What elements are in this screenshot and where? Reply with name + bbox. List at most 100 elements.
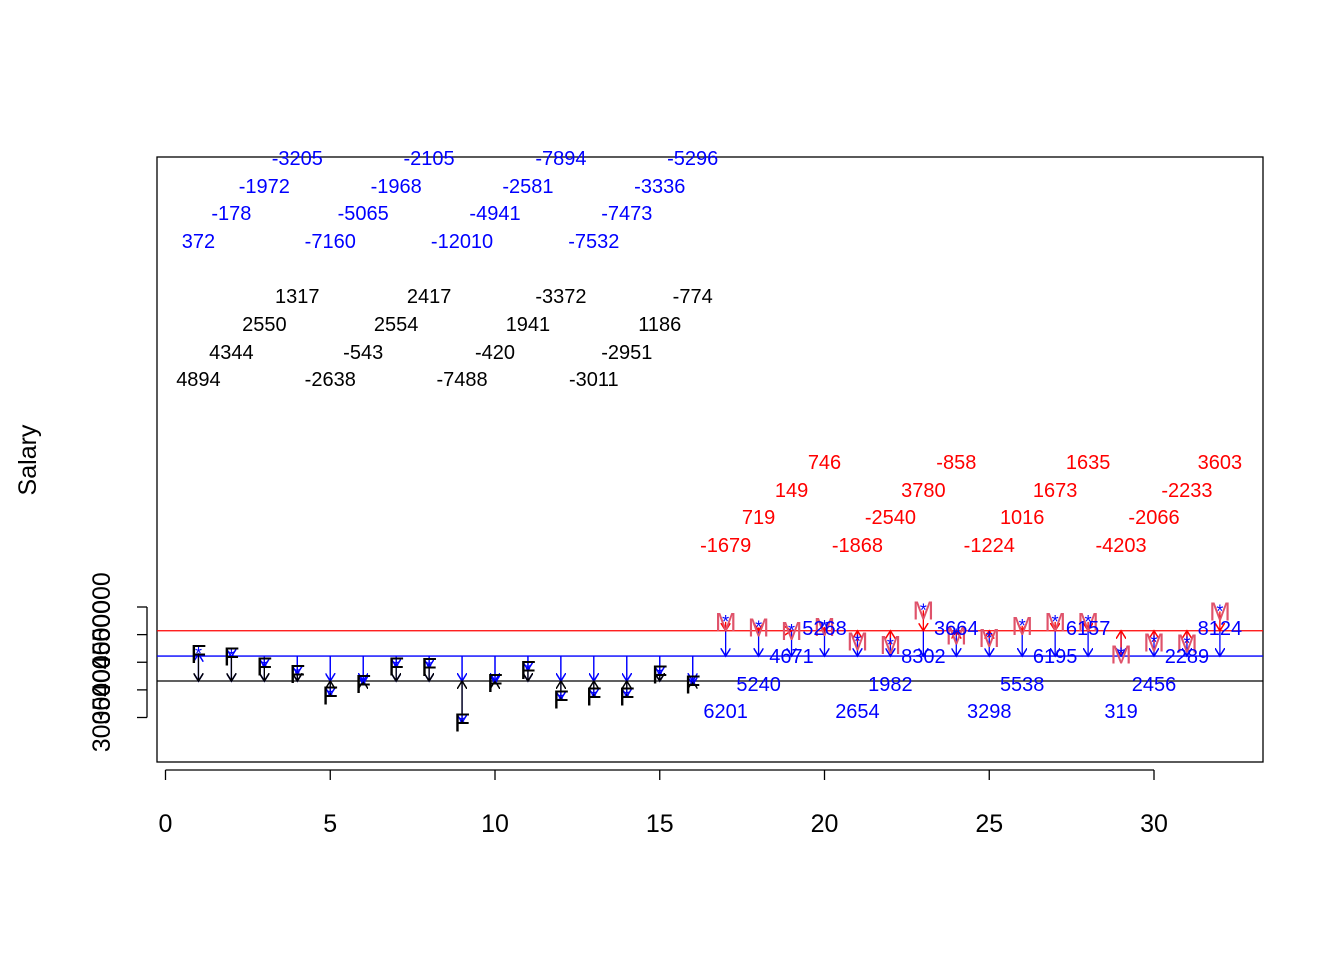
x-tick-label: 15	[646, 810, 674, 838]
female-deviation-label: 2417	[407, 286, 452, 308]
male-deviation-label: -1679	[700, 535, 751, 557]
female-overall-label: -12010	[431, 231, 493, 253]
male-overall-label: 4671	[769, 646, 814, 668]
female-point: F	[520, 655, 536, 685]
female-deviation-label: 4344	[209, 342, 254, 364]
male-point-marker: *	[1150, 632, 1157, 652]
female-point-marker: *	[393, 657, 400, 677]
male-overall-label: 6201	[703, 701, 748, 723]
female-point-marker: *	[459, 712, 466, 732]
female-deviation-label: 2550	[242, 314, 287, 336]
female-overall-label: -5065	[338, 203, 389, 225]
male-overall-label: 2654	[835, 701, 880, 723]
female-point: F	[289, 659, 305, 689]
y-tick-label: 35000	[88, 655, 116, 725]
x-tick-label: 30	[1140, 810, 1168, 838]
female-point-marker: *	[261, 657, 268, 677]
male-point-marker: *	[887, 635, 894, 655]
male-overall-label: 5538	[1000, 674, 1045, 696]
female-deviation-label: -420	[475, 342, 515, 364]
male-point: M	[715, 607, 737, 637]
female-overall-label: -5296	[667, 148, 718, 170]
female-overall-label: -7473	[601, 203, 652, 225]
male-point: M	[1209, 596, 1231, 626]
male-deviation-label: 3603	[1198, 452, 1243, 474]
male-point-marker: *	[1052, 612, 1059, 632]
male-point-marker: *	[1085, 612, 1092, 632]
male-deviation-label: 149	[775, 480, 808, 502]
female-deviation-label: -774	[673, 286, 713, 308]
male-point: M	[814, 612, 836, 642]
male-point-marker: *	[1019, 616, 1026, 636]
female-point-marker: *	[327, 685, 334, 705]
male-point-marker: *	[821, 617, 828, 637]
male-overall-label: 2456	[1132, 674, 1177, 696]
female-point: F	[454, 707, 470, 737]
female-point: F	[191, 639, 207, 669]
male-overall-label: 319	[1104, 701, 1137, 723]
male-overall-label: 6157	[1066, 618, 1111, 640]
y-tick-label: 50000	[88, 572, 116, 642]
male-point: M	[781, 616, 803, 646]
male-point: M	[1110, 640, 1132, 670]
female-point-marker: *	[524, 660, 531, 680]
female-point-marker: *	[360, 674, 367, 694]
male-overall-label: 5268	[802, 618, 847, 640]
female-deviation-label: -3372	[535, 286, 586, 308]
male-overall-label: 8302	[901, 646, 946, 668]
male-deviation-label: 1635	[1066, 452, 1111, 474]
female-point-marker: *	[689, 675, 696, 695]
male-point: M	[880, 630, 902, 660]
male-overall-label: 3664	[934, 618, 979, 640]
female-overall-label: -3336	[634, 176, 685, 198]
male-point: M	[913, 595, 935, 625]
female-point: F	[586, 682, 602, 712]
female-point-marker: *	[426, 657, 433, 677]
male-point-marker: *	[1118, 645, 1125, 665]
male-overall-label: 3298	[967, 701, 1012, 723]
x-tick-label: 5	[323, 810, 337, 838]
male-deviation-label: 3780	[901, 480, 946, 502]
male-point: M	[978, 623, 1000, 653]
female-point: F	[388, 652, 404, 682]
male-deviation-label: -4203	[1095, 535, 1146, 557]
female-overall-label: -178	[211, 203, 251, 225]
male-deviation-label: -1224	[964, 535, 1015, 557]
female-overall-label: -4941	[469, 203, 520, 225]
female-point-marker: *	[294, 664, 301, 684]
female-point: F	[652, 659, 668, 689]
male-overall-label: 5240	[736, 674, 781, 696]
female-point: F	[256, 652, 272, 682]
male-point: M	[1143, 627, 1165, 657]
female-overall-label: -2581	[502, 176, 553, 198]
male-point: M	[1044, 607, 1066, 637]
female-point: F	[685, 670, 701, 700]
female-overall-label: -7160	[305, 231, 356, 253]
male-overall-label: 8124	[1198, 618, 1243, 640]
female-overall-label: -1972	[239, 176, 290, 198]
female-deviation-label: -2951	[601, 342, 652, 364]
y-tick-label: 45000	[88, 600, 116, 670]
male-point-marker: *	[986, 628, 993, 648]
plot-frame	[156, 156, 1264, 763]
male-point: M	[1077, 607, 1099, 637]
male-point: M	[1176, 628, 1198, 658]
male-deviation-label: 1016	[1000, 507, 1045, 529]
female-point: F	[322, 680, 338, 710]
male-deviation-label: -1868	[832, 535, 883, 557]
female-point: F	[421, 652, 437, 682]
y-tick-label: 40000	[88, 627, 116, 697]
male-overall-label: 2289	[1165, 646, 1210, 668]
female-deviation-label: -3011	[569, 369, 619, 391]
male-point-marker: *	[1183, 633, 1190, 653]
male-deviation-label: 1673	[1033, 480, 1078, 502]
female-point: F	[619, 682, 635, 712]
male-point-marker: *	[722, 612, 729, 632]
male-deviation-label: -858	[936, 452, 976, 474]
male-point-marker: *	[920, 600, 927, 620]
x-tick-label: 20	[811, 810, 839, 838]
male-point: M	[748, 612, 770, 642]
female-overall-label: 372	[182, 231, 215, 253]
